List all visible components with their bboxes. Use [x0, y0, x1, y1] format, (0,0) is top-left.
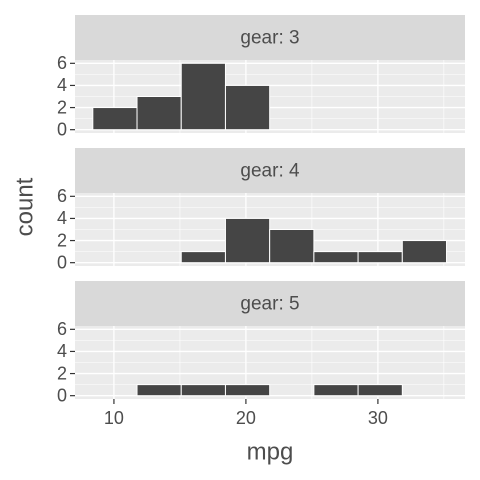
- bar: [269, 229, 315, 264]
- bar: [401, 240, 448, 264]
- bar: [357, 384, 403, 397]
- bar: [357, 251, 403, 264]
- bar: [313, 251, 359, 264]
- strip: [75, 281, 465, 326]
- y-tick-label: 2: [57, 230, 67, 250]
- bar: [180, 384, 226, 397]
- y-tick-label: 6: [57, 186, 67, 206]
- bar: [313, 384, 359, 397]
- bar: [224, 384, 271, 397]
- bar: [224, 84, 271, 131]
- y-tick-label: 2: [57, 363, 67, 383]
- strip: [75, 15, 465, 60]
- strip: [75, 148, 465, 193]
- bar: [136, 96, 182, 131]
- y-tick-label: 0: [57, 252, 67, 272]
- facet-title: gear: 4: [240, 161, 300, 182]
- y-tick-label: 0: [57, 385, 67, 405]
- facet-title: gear: 3: [240, 28, 299, 49]
- y-tick-label: 4: [57, 208, 67, 228]
- x-tick-label: 30: [368, 408, 388, 428]
- x-tick-label: 10: [104, 408, 124, 428]
- y-tick-label: 6: [57, 53, 67, 73]
- x-tick-label: 20: [236, 408, 256, 428]
- y-tick-label: 0: [57, 119, 67, 139]
- y-tick-label: 6: [57, 319, 67, 339]
- bar: [136, 384, 182, 397]
- y-tick-label: 2: [57, 97, 67, 117]
- y-tick-label: 4: [57, 341, 67, 361]
- bar: [180, 251, 226, 264]
- y-axis-title: count: [11, 177, 38, 236]
- y-tick-label: 4: [57, 75, 67, 95]
- bar: [180, 62, 226, 131]
- bar: [224, 217, 271, 264]
- facet-title: gear: 5: [240, 294, 299, 315]
- bar: [92, 107, 138, 131]
- x-axis-title: mpg: [247, 438, 294, 465]
